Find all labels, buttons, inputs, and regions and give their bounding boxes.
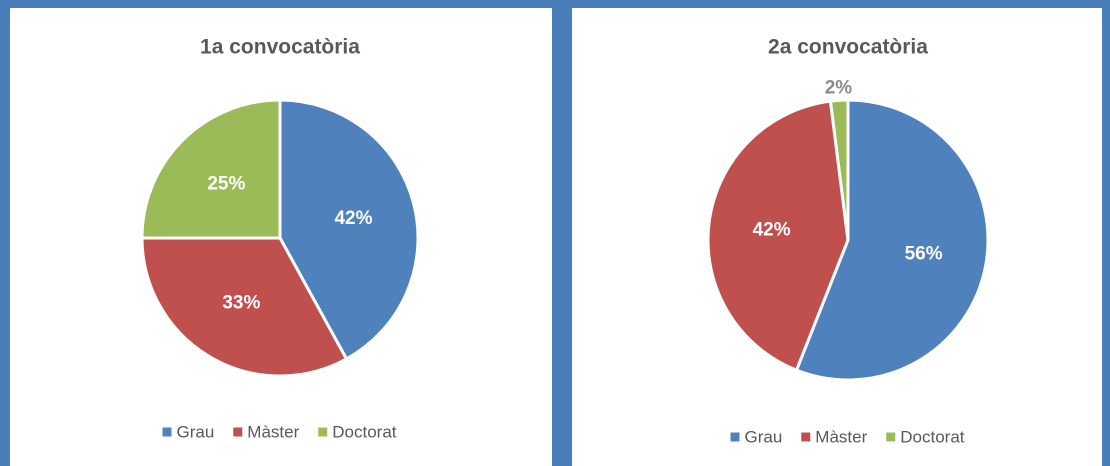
pie-slice (706, 99, 850, 373)
data-label: 33% (222, 292, 260, 313)
legend-swatch (318, 427, 328, 437)
data-label: 25% (207, 173, 245, 194)
data-label: 56% (905, 243, 943, 264)
legend-swatch (233, 427, 243, 437)
chart-title: 1a convocatòria (200, 36, 360, 59)
chart-title: 2a convocatòria (768, 36, 928, 59)
legend-label: Doctorat (900, 427, 965, 446)
pie-slice (278, 98, 420, 361)
pie-slice (140, 236, 349, 378)
data-label: 2% (825, 77, 853, 98)
legend-label: Grau (176, 422, 214, 441)
legend-label: Màster (247, 422, 299, 441)
pie-slice (794, 98, 990, 382)
legend-swatch (801, 432, 811, 442)
legend-label: Doctorat (332, 422, 397, 441)
data-label: 42% (753, 219, 791, 240)
legend-swatch (162, 427, 172, 437)
pie-slice (828, 98, 850, 241)
legend-label: Grau (744, 427, 782, 446)
legend-swatch (730, 432, 740, 442)
legend-swatch (886, 432, 896, 442)
data-label: 42% (334, 208, 372, 229)
legend-label: Màster (815, 427, 867, 446)
pie-slice (140, 98, 282, 240)
